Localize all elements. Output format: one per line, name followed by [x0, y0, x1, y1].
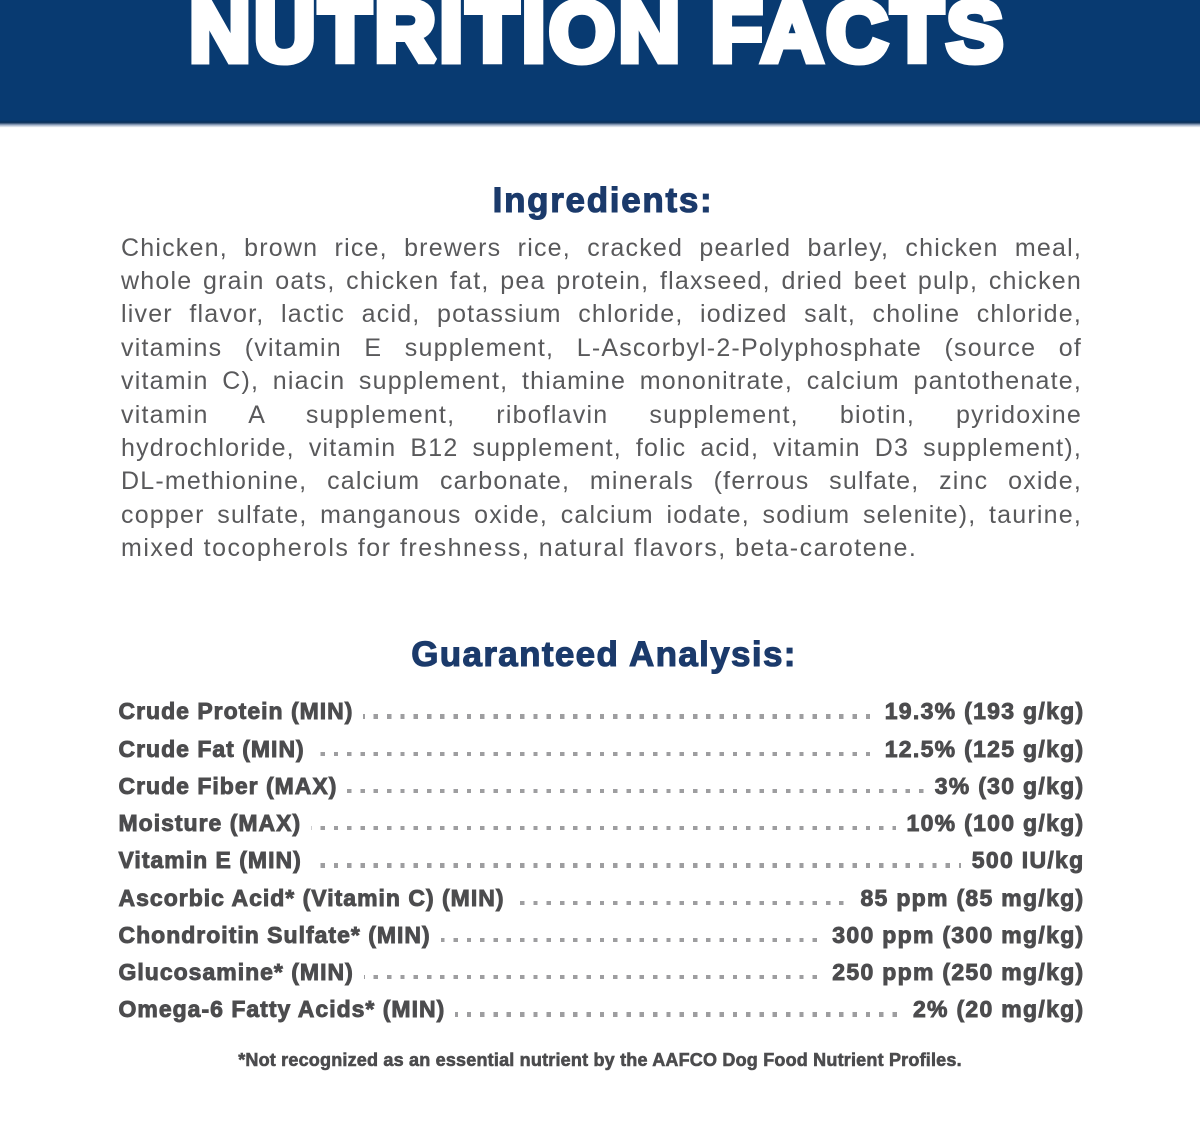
svg-text:NUTRITION FACTS: NUTRITION FACTS: [189, 0, 1006, 80]
